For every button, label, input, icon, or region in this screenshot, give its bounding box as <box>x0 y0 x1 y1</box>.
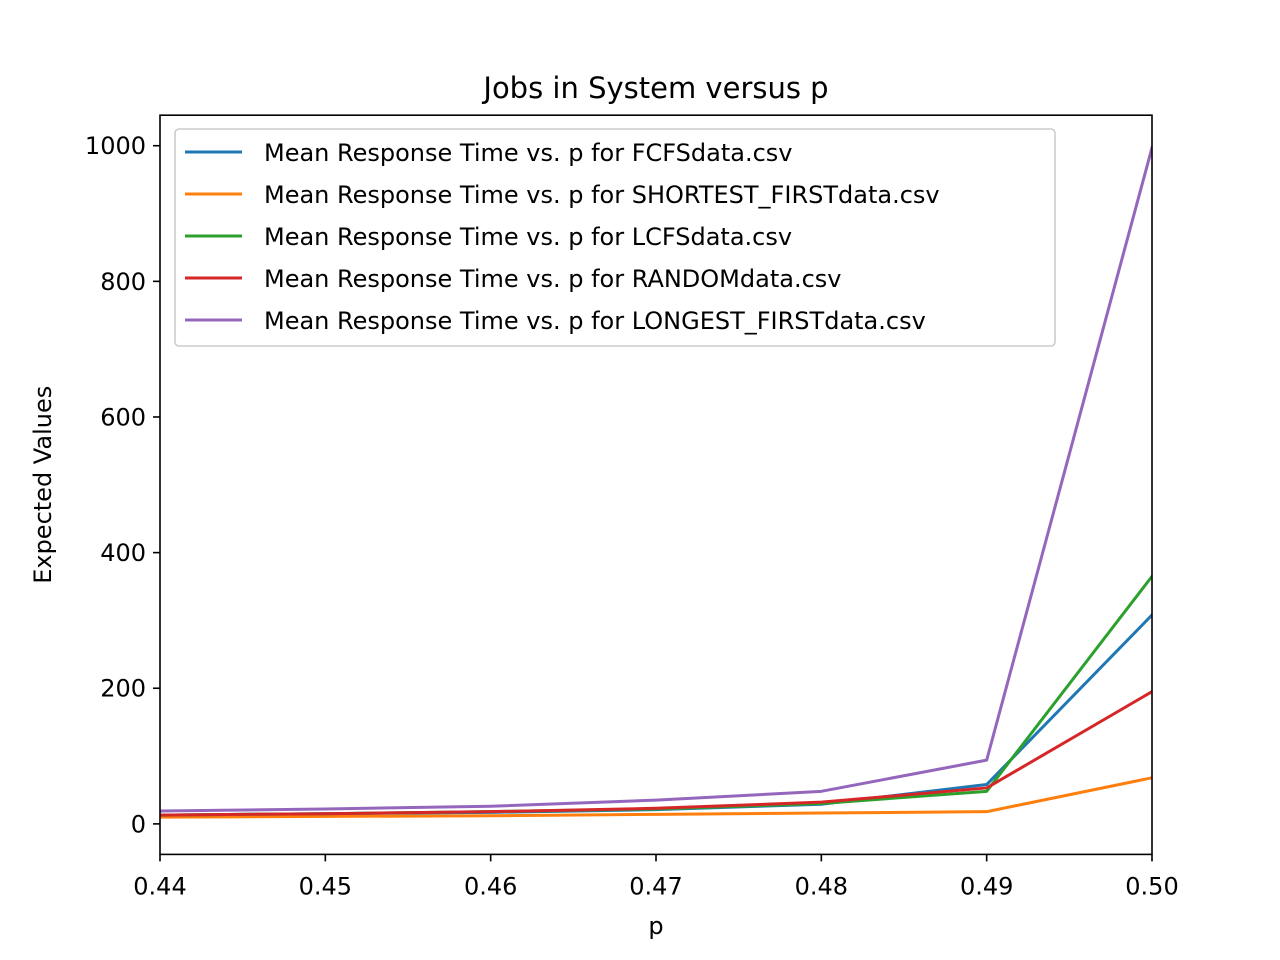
legend: Mean Response Time vs. p for FCFSdata.cs… <box>174 128 1056 347</box>
legend-label-2: Mean Response Time vs. p for SHORTEST_FI… <box>264 181 940 209</box>
x-tick-label: 0.45 <box>299 872 352 900</box>
x-tick-label: 0.48 <box>795 872 848 900</box>
legend-label-5: Mean Response Time vs. p for LONGEST_FIR… <box>264 307 926 335</box>
x-tick-label: 0.46 <box>464 872 517 900</box>
y-tick-label: 400 <box>100 539 146 567</box>
y-tick-label: 800 <box>100 268 146 296</box>
legend-box <box>174 128 1056 347</box>
y-tick-label: 600 <box>100 403 146 431</box>
x-tick-label: 0.47 <box>629 872 682 900</box>
series-layer <box>160 145 1152 819</box>
axes-layer: 0.44 0.45 0.46 0.47 0.48 0.49 0.50 0 200 400 600 80… <box>85 114 1179 900</box>
x-tick-label: 0.44 <box>133 872 186 900</box>
x-axis-label: p <box>648 912 663 940</box>
series-line-5 <box>160 145 1152 813</box>
legend-label-1: Mean Response Time vs. p for FCFSdata.cs… <box>264 139 793 167</box>
y-tick-label: 1000 <box>85 132 146 160</box>
series-line-4 <box>160 689 1152 817</box>
y-axis-label: Expected Values <box>29 386 57 584</box>
legend-label-3: Mean Response Time vs. p for LCFSdata.cs… <box>264 223 792 251</box>
series-line-2 <box>160 776 1152 819</box>
x-tick-label: 0.50 <box>1125 872 1178 900</box>
y-tick-label: 0 <box>131 810 146 838</box>
chart-title: Jobs in System versus p <box>481 71 828 105</box>
y-tick-label: 200 <box>100 675 146 703</box>
legend-label-4: Mean Response Time vs. p for RANDOMdata.… <box>264 265 841 293</box>
x-tick-label: 0.49 <box>960 872 1013 900</box>
